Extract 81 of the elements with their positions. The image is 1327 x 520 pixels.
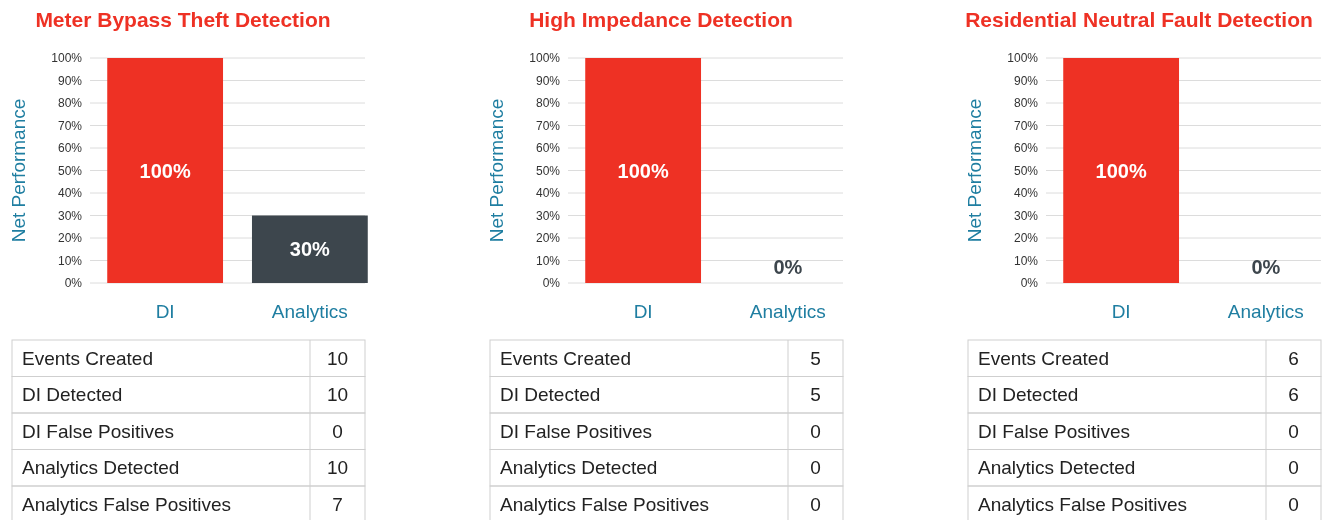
data-label: 100% xyxy=(617,159,669,182)
text: 5 xyxy=(810,347,821,369)
y-tick-label: 50% xyxy=(57,163,83,178)
y-tick-label: 10% xyxy=(57,253,83,268)
y-tick-label: 20% xyxy=(1013,231,1039,246)
text: 0 xyxy=(810,457,821,479)
text: DI False Positives xyxy=(978,420,1131,442)
text: Analytics Detected xyxy=(22,457,180,479)
y-axis-title: Net Performance xyxy=(8,98,29,243)
text: 10 xyxy=(326,457,349,479)
y-tick-label: 90% xyxy=(57,73,83,88)
y-tick-label: 60% xyxy=(57,141,83,156)
text: DI Detected xyxy=(22,384,123,406)
y-tick-label: 100% xyxy=(529,51,561,66)
y-tick-label: 80% xyxy=(535,96,561,111)
chart-title: Residential Neutral Fault Detection xyxy=(965,8,1313,31)
y-tick-label: 100% xyxy=(1007,51,1039,66)
y-tick-label: 90% xyxy=(535,73,561,88)
y-tick-label: 40% xyxy=(57,186,83,201)
chart-title: High Impedance Detection xyxy=(529,8,793,31)
y-tick-label: 30% xyxy=(1013,208,1039,223)
data-label: 30% xyxy=(289,238,331,261)
text: 5 xyxy=(810,384,821,406)
data-label: 0% xyxy=(1251,256,1281,278)
y-tick-label: 70% xyxy=(1013,118,1039,133)
y-tick-label: 50% xyxy=(1013,163,1039,178)
text: 0 xyxy=(1288,493,1299,515)
text: 7 xyxy=(332,493,343,515)
text: DI False Positives xyxy=(500,420,653,442)
y-tick-label: 80% xyxy=(1013,96,1039,111)
y-tick-label: 0% xyxy=(542,276,561,291)
text: Analytics False Positives xyxy=(978,493,1188,515)
text: 0 xyxy=(810,420,821,442)
y-tick-label: 10% xyxy=(1013,253,1039,268)
y-tick-label: 80% xyxy=(57,96,83,111)
y-tick-label: 30% xyxy=(535,208,561,223)
y-tick-label: 70% xyxy=(535,118,561,133)
y-tick-label: 30% xyxy=(57,208,83,223)
text: DI Detected xyxy=(500,384,601,406)
x-tick-label: Analytics xyxy=(1227,300,1304,322)
text: 0 xyxy=(810,493,821,515)
y-axis-title: Net Performance xyxy=(486,98,507,243)
text: 0 xyxy=(1288,420,1299,442)
x-tick-label: DI xyxy=(633,300,653,322)
y-tick-label: 40% xyxy=(1013,186,1039,201)
text: 0 xyxy=(1288,457,1299,479)
y-tick-label: 20% xyxy=(535,231,561,246)
x-tick-label: Analytics xyxy=(749,300,826,322)
text: Events Created xyxy=(22,347,153,369)
text: 10 xyxy=(326,347,349,369)
y-tick-label: 0% xyxy=(1020,276,1039,291)
text: 6 xyxy=(1288,384,1299,406)
x-tick-label: DI xyxy=(155,300,175,322)
y-tick-label: 90% xyxy=(1013,73,1039,88)
data-label: 0% xyxy=(773,256,803,278)
text: 6 xyxy=(1288,347,1299,369)
text: Events Created xyxy=(500,347,631,369)
y-tick-label: 50% xyxy=(535,163,561,178)
text: Analytics Detected xyxy=(978,457,1136,479)
y-tick-label: 60% xyxy=(1013,141,1039,156)
text: 10 xyxy=(326,384,349,406)
text: Events Created xyxy=(978,347,1109,369)
text: Analytics Detected xyxy=(500,457,658,479)
text: Analytics False Positives xyxy=(500,493,710,515)
y-tick-label: 0% xyxy=(64,276,83,291)
text: Analytics False Positives xyxy=(22,493,232,515)
text: DI Detected xyxy=(978,384,1079,406)
y-axis-title: Net Performance xyxy=(964,98,985,243)
y-tick-label: 70% xyxy=(57,118,83,133)
y-tick-label: 60% xyxy=(535,141,561,156)
text: DI False Positives xyxy=(22,420,175,442)
y-tick-label: 40% xyxy=(535,186,561,201)
text: 0 xyxy=(332,420,343,442)
x-tick-label: Analytics xyxy=(271,300,348,322)
y-tick-label: 10% xyxy=(535,253,561,268)
y-tick-label: 20% xyxy=(57,231,83,246)
y-tick-label: 100% xyxy=(51,51,83,66)
chart-title: Meter Bypass Theft Detection xyxy=(35,8,331,31)
x-tick-label: DI xyxy=(1111,300,1131,322)
data-label: 100% xyxy=(1095,159,1147,182)
data-label: 100% xyxy=(139,159,191,182)
